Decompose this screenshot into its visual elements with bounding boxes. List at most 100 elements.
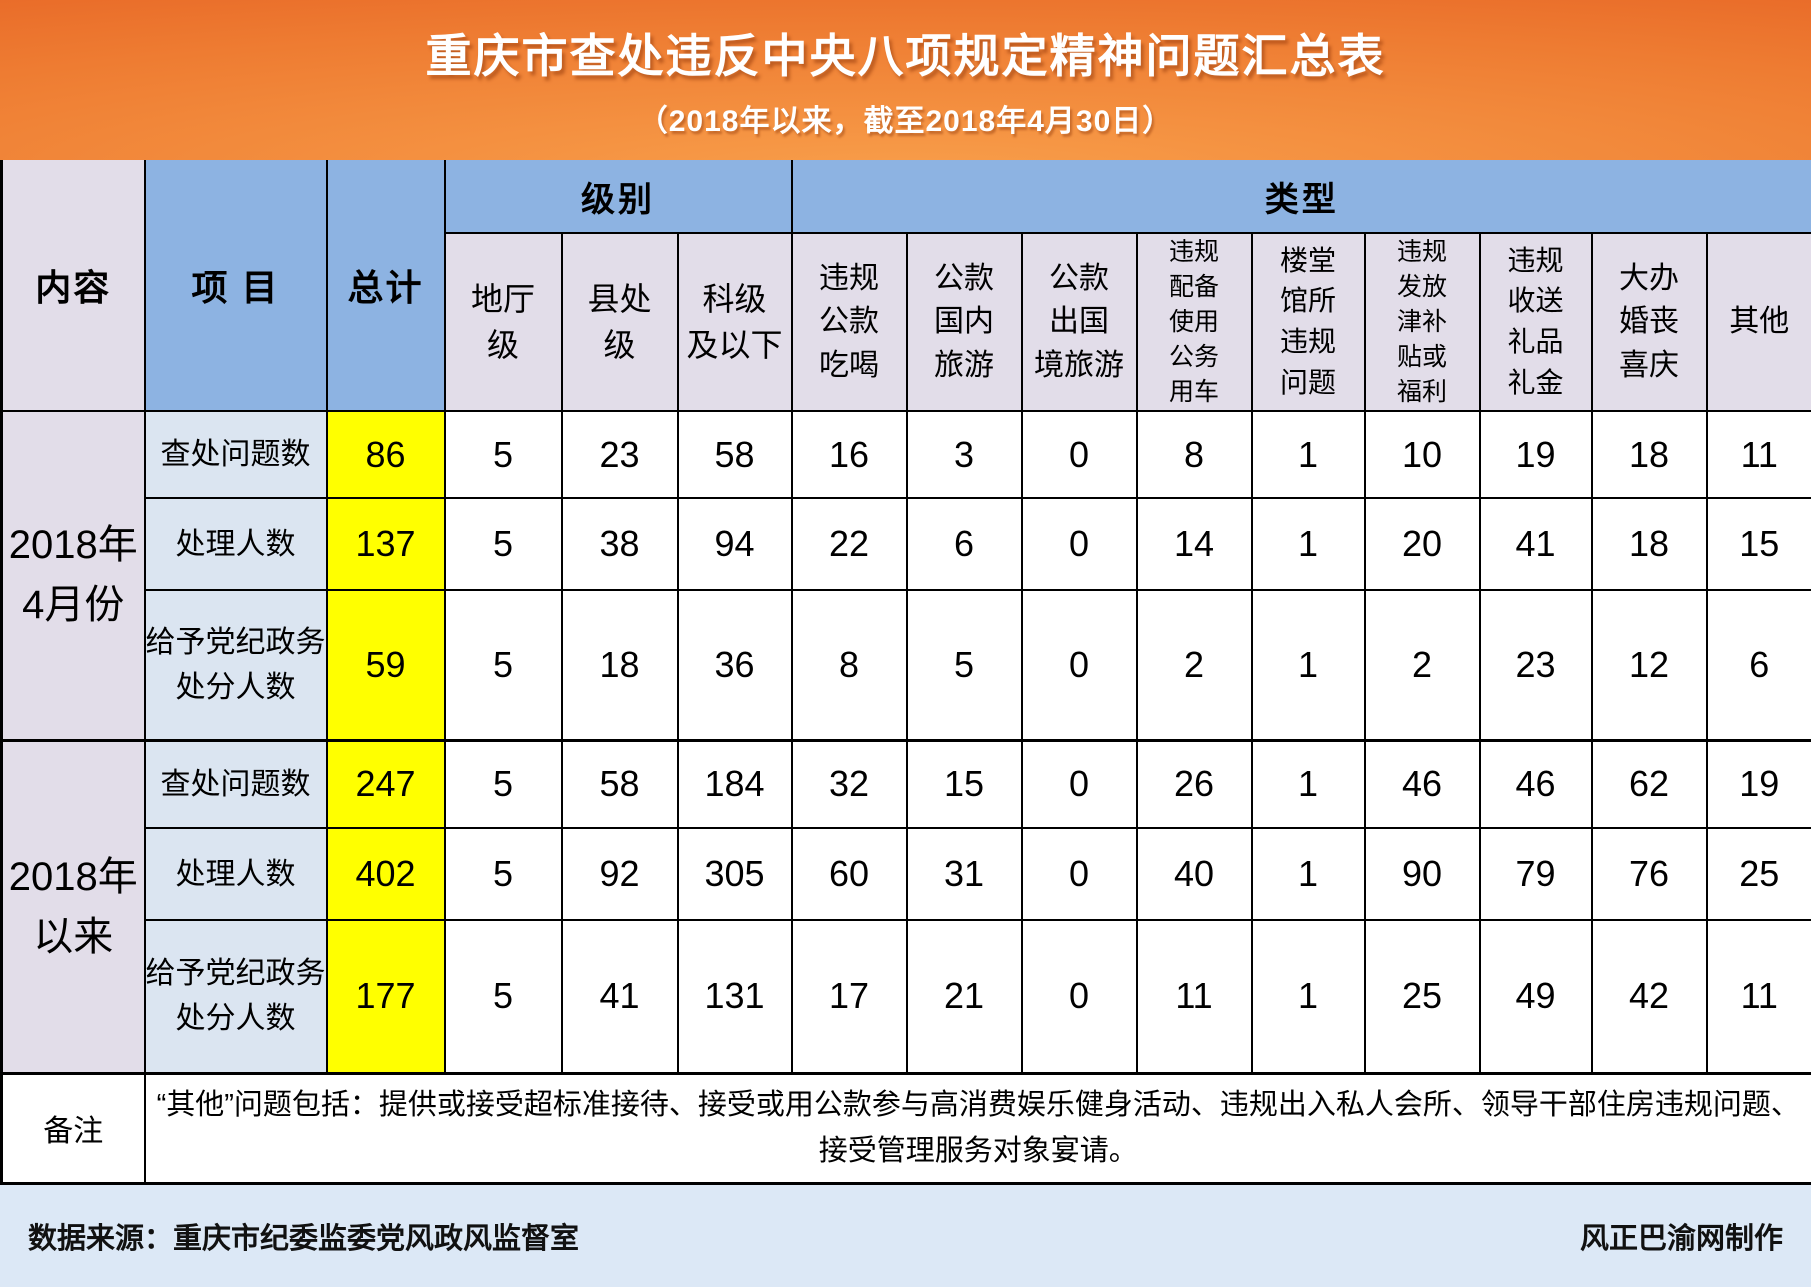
cell-s1-r1-v7: 1 [1250, 827, 1366, 921]
cell-s1-r0-v3: 32 [790, 738, 908, 829]
total-s1-r1: 402 [325, 827, 446, 921]
header-col-type-1: 公款 国内 旅游 [905, 232, 1023, 412]
cell-s1-r2-v10: 42 [1590, 919, 1708, 1074]
cell-s1-r1-v4: 31 [905, 827, 1023, 921]
total-s1-r2: 177 [325, 919, 446, 1074]
header-col-type-3: 违规 配备 使用 公务 用车 [1135, 232, 1253, 412]
cell-s0-r0-v4: 3 [905, 410, 1023, 499]
cell-s1-r2-v4: 21 [905, 919, 1023, 1074]
cell-s0-r0-v2: 58 [676, 410, 793, 499]
cell-s1-r0-v10: 62 [1590, 738, 1708, 829]
cell-s0-r2-v8: 2 [1363, 589, 1481, 741]
data-source: 数据来源：重庆市纪委监委党风政风监督室 [28, 1222, 580, 1255]
cell-s0-r0-v10: 18 [1590, 410, 1708, 499]
header-item: 项 目 [143, 160, 328, 412]
cell-s1-r2-v1: 41 [560, 919, 679, 1074]
cell-s1-r2-v3: 17 [790, 919, 908, 1074]
cell-s1-r0-v2: 184 [676, 738, 793, 829]
cell-s0-r2-v11: 6 [1705, 589, 1811, 741]
total-s0-r0: 86 [325, 410, 446, 499]
cell-s1-r2-v0: 5 [443, 919, 563, 1074]
header-col-type-5: 违规 发放 津补 贴或 福利 [1363, 232, 1481, 412]
cell-s0-r1-v8: 20 [1363, 497, 1481, 591]
cell-s1-r2-v11: 11 [1705, 919, 1811, 1074]
cell-s0-r0-v0: 5 [443, 410, 563, 499]
cell-s0-r0-v8: 10 [1363, 410, 1481, 499]
period-s0: 2018年 4月份 [0, 410, 146, 741]
banner: 重庆市查处违反中央八项规定精神问题汇总表 （2018年以来，截至2018年4月3… [0, 0, 1811, 160]
cell-s1-r1-v8: 90 [1363, 827, 1481, 921]
header-col-type-4: 楼堂 馆所 违规 问题 [1250, 232, 1366, 412]
cell-s1-r1-v5: 0 [1020, 827, 1138, 921]
remark-row: 备注 “其他”问题包括：提供或接受超标准接待、接受或用公款参与高消费娱乐健身活动… [0, 1071, 1811, 1184]
cell-s1-r0-v0: 5 [443, 738, 563, 829]
cell-s1-r0-v4: 15 [905, 738, 1023, 829]
cell-s1-r0-v1: 58 [560, 738, 679, 829]
cell-s0-r2-v5: 0 [1020, 589, 1138, 741]
cell-s1-r1-v0: 5 [443, 827, 563, 921]
cell-s0-r0-v3: 16 [790, 410, 908, 499]
cell-s1-r1-v3: 60 [790, 827, 908, 921]
cell-s1-r2-v7: 1 [1250, 919, 1366, 1074]
cell-s1-r2-v2: 131 [676, 919, 793, 1074]
row-label-s0-r2: 给予党纪政务 处分人数 [143, 589, 328, 741]
cell-s0-r2-v7: 1 [1250, 589, 1366, 741]
cell-s0-r0-v11: 11 [1705, 410, 1811, 499]
header-row-groups: 内容 项 目 总计 级别 类型 [0, 160, 1811, 412]
cell-s1-r2-v8: 25 [1363, 919, 1481, 1074]
cell-s0-r0-v9: 19 [1478, 410, 1593, 499]
table-row: 2018年 以来 查处问题数 247 5 58 184 32 15 0 26 1… [0, 738, 1811, 1074]
cell-s0-r1-v3: 22 [790, 497, 908, 591]
credit: 风正巴渝网制作 [1579, 1222, 1783, 1255]
cell-s0-r1-v0: 5 [443, 497, 563, 591]
cell-s0-r2-v10: 12 [1590, 589, 1708, 741]
cell-s0-r2-v4: 5 [905, 589, 1023, 741]
cell-s1-r2-v9: 49 [1478, 919, 1593, 1074]
header-col-type-2: 公款 出国 境旅游 [1020, 232, 1138, 412]
table-row: 处理人数 137 5 38 94 22 6 0 14 1 20 41 18 15 [2, 497, 1811, 591]
cell-s1-r2-v6: 11 [1135, 919, 1253, 1074]
cell-s0-r1-v4: 6 [905, 497, 1023, 591]
cell-s0-r0-v7: 1 [1250, 410, 1366, 499]
table-row: 给予党纪政务 处分人数 59 5 18 36 8 5 0 2 1 2 23 12… [2, 589, 1811, 741]
cell-s0-r2-v6: 2 [1135, 589, 1253, 741]
cell-s0-r2-v2: 36 [676, 589, 793, 741]
total-s0-r1: 137 [325, 497, 446, 591]
cell-s1-r0-v9: 46 [1478, 738, 1593, 829]
page-subtitle: （2018年以来，截至2018年4月30日） [637, 105, 1174, 138]
table-row: 2018年 4月份 查处问题数 86 5 23 58 16 3 0 8 1 10… [0, 410, 1811, 741]
cell-s0-r1-v2: 94 [676, 497, 793, 591]
header-group-type: 类型 [790, 160, 1811, 234]
cell-s1-r1-v9: 79 [1478, 827, 1593, 921]
header-col-type-7: 大办 婚丧 喜庆 [1590, 232, 1708, 412]
cell-s0-r2-v0: 5 [443, 589, 563, 741]
cell-s1-r1-v11: 25 [1705, 827, 1811, 921]
header-col-type-0: 违规 公款 吃喝 [790, 232, 908, 412]
cell-s0-r0-v6: 8 [1135, 410, 1253, 499]
header-col-level-2: 科级 及以下 [676, 232, 793, 412]
cell-s0-r1-v10: 18 [1590, 497, 1708, 591]
cell-s0-r1-v9: 41 [1478, 497, 1593, 591]
cell-s1-r0-v5: 0 [1020, 738, 1138, 829]
table-row: 处理人数 402 5 92 305 60 31 0 40 1 90 79 76 … [2, 827, 1811, 921]
cell-s1-r0-v7: 1 [1250, 738, 1366, 829]
total-s0-r2: 59 [325, 589, 446, 741]
cell-s1-r2-v5: 0 [1020, 919, 1138, 1074]
row-label-s1-r2: 给予党纪政务 处分人数 [143, 919, 328, 1074]
page-title: 重庆市查处违反中央八项规定精神问题汇总表 [425, 30, 1386, 82]
cell-s0-r2-v9: 23 [1478, 589, 1593, 741]
total-s1-r0: 247 [325, 738, 446, 829]
period-s1: 2018年 以来 [0, 738, 146, 1074]
summary-table: 内容 项 目 总计 级别 类型 地厅 级 县处 级 科级 及以下 违规 公款 吃… [0, 160, 1811, 1185]
cell-s1-r0-v11: 19 [1705, 738, 1811, 829]
header-col-type-8: 其他 [1705, 232, 1811, 412]
remark-label: 备注 [0, 1071, 146, 1184]
header-group-level: 级别 [443, 160, 793, 234]
cell-s1-r1-v1: 92 [560, 827, 679, 921]
table-row: 给予党纪政务 处分人数 177 5 41 131 17 21 0 11 1 25… [2, 919, 1811, 1074]
row-label-s0-r0: 查处问题数 [143, 410, 328, 499]
cell-s0-r1-v7: 1 [1250, 497, 1366, 591]
header-col-level-0: 地厅 级 [443, 232, 563, 412]
cell-s1-r0-v8: 46 [1363, 738, 1481, 829]
